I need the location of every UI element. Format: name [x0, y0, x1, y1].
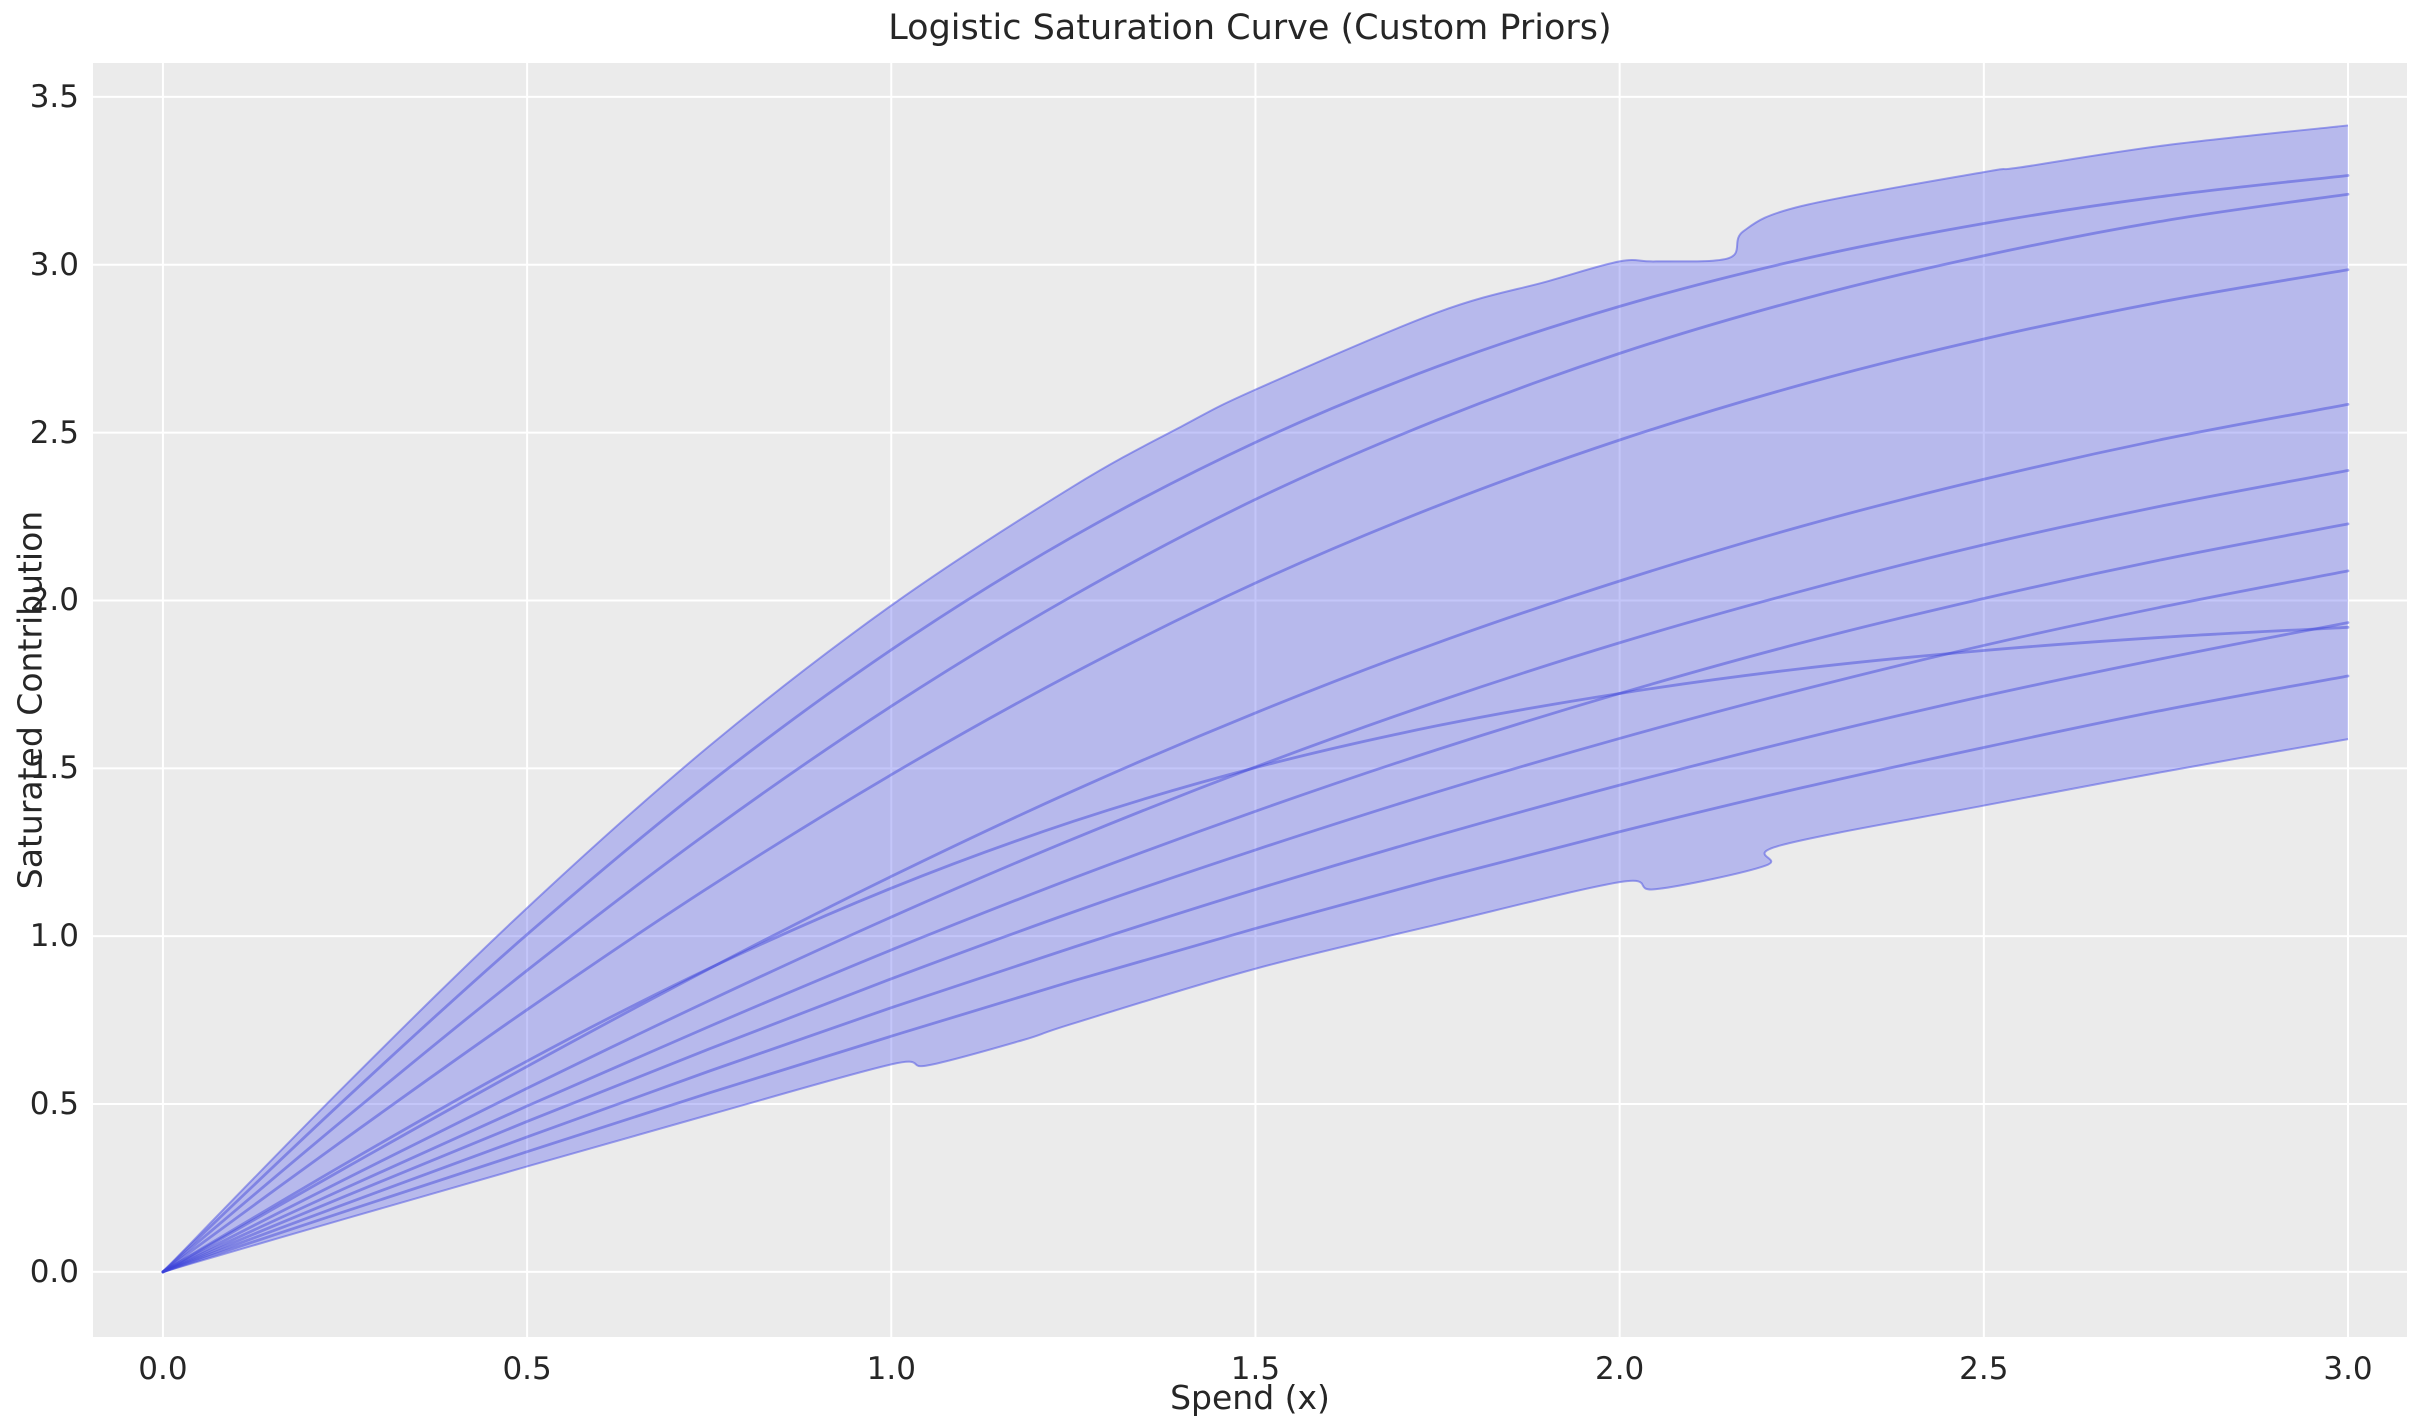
posterior-sample-1: [161, 174, 2350, 1274]
posterior-sample-8: [161, 569, 2350, 1274]
y-tick-label: 1.5: [29, 750, 79, 787]
x-tick-label: 1.5: [1230, 1351, 1281, 1387]
x-tick-label: 1.0: [866, 1351, 916, 1387]
y-tick-label: 0.5: [29, 1086, 79, 1123]
y-tick-label: 1.0: [29, 918, 79, 955]
posterior-sample-7: [161, 625, 2350, 1274]
y-tick-label: 2.5: [29, 414, 79, 451]
plot-area: [93, 63, 2407, 1337]
band-lower-edge: [162, 738, 2349, 1273]
x-tick-label: 2.0: [1594, 1351, 1645, 1387]
x-tick-label: 2.5: [1959, 1351, 2009, 1387]
y-tick-label: 0.0: [29, 1253, 79, 1290]
y-tick-label: 2.0: [29, 582, 79, 619]
x-tick-label: 0.5: [502, 1351, 552, 1387]
x-tick-label: 3.0: [2323, 1351, 2373, 1387]
y-tick-label: 3.0: [29, 246, 79, 283]
posterior-sample-10: [161, 674, 2350, 1274]
credible-interval-band: [162, 125, 2349, 1272]
posterior-sample-6: [161, 522, 2350, 1274]
x-tick-label: 0.0: [138, 1351, 188, 1387]
posterior-sample-5: [161, 469, 2350, 1274]
posterior-sample-9: [161, 621, 2350, 1274]
y-axis-label: Saturated Contribution: [10, 510, 50, 890]
plot-canvas: [93, 63, 2407, 1337]
posterior-sample-4: [161, 403, 2350, 1274]
x-axis-label: Spend (x): [1170, 1378, 1330, 1417]
posterior-sample-3: [161, 268, 2350, 1274]
y-tick-label: 3.5: [29, 78, 79, 115]
chart-title: Logistic Saturation Curve (Custom Priors…: [888, 8, 1612, 48]
posterior-sample-2: [161, 192, 2350, 1274]
band-upper-edge: [162, 124, 2349, 1273]
